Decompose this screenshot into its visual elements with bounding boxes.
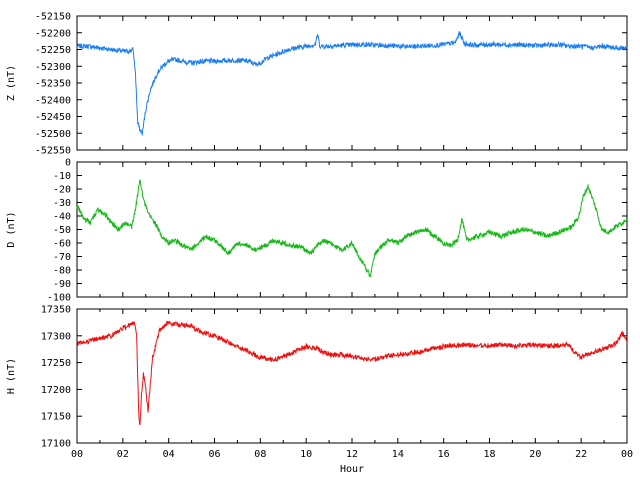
y-tick-label: 17100 bbox=[41, 439, 71, 450]
x-tick-label: 06 bbox=[208, 449, 220, 460]
x-tick-label: 14 bbox=[392, 449, 404, 460]
y-tick-label: -20 bbox=[53, 185, 71, 196]
x-tick-label: 08 bbox=[254, 449, 266, 460]
y-tick-label: -10 bbox=[53, 171, 71, 182]
x-tick-label: 10 bbox=[300, 449, 312, 460]
series-line-d bbox=[76, 179, 628, 278]
y-tick-label: -90 bbox=[53, 279, 71, 290]
y-tick-label: 17350 bbox=[41, 305, 71, 316]
x-tick-label: 18 bbox=[483, 449, 495, 460]
y-tick-label: -60 bbox=[53, 239, 71, 250]
y-tick-label: -52350 bbox=[35, 79, 71, 90]
y-tick-label: -30 bbox=[53, 198, 71, 209]
y-tick-label: -52300 bbox=[35, 62, 71, 73]
y-tick-label: -52200 bbox=[35, 28, 71, 39]
x-tick-label: 02 bbox=[117, 449, 129, 460]
panel-d: 0 -10 -20 -30 -40 -50 -60 -70 -80 -90 -100 D (nT) bbox=[6, 158, 628, 304]
x-tick-label: 00 bbox=[621, 449, 633, 460]
y-tick-label: 17150 bbox=[41, 412, 71, 423]
y-tick-label: -40 bbox=[53, 212, 71, 223]
y-tick-label: -52400 bbox=[35, 95, 71, 106]
series-line-z bbox=[76, 31, 628, 136]
series-line-h bbox=[76, 320, 628, 426]
y-tick-label: 0 bbox=[65, 158, 71, 169]
panel-z: -52150 -52200 -52250 -52300 -52350 -52400 -524… bbox=[6, 12, 628, 157]
y-tick-label: -80 bbox=[53, 266, 71, 277]
y-axis-title: D (nT) bbox=[6, 211, 17, 247]
y-tick-label: -52500 bbox=[35, 129, 71, 140]
x-tick-label: 16 bbox=[438, 449, 450, 460]
y-tick-label: -52550 bbox=[35, 146, 71, 157]
y-tick-label: 17250 bbox=[41, 358, 71, 369]
panel-z-frame bbox=[76, 15, 628, 151]
y-tick-label: 17300 bbox=[41, 331, 71, 342]
x-tick-label: 12 bbox=[346, 449, 358, 460]
x-axis-title: Hour bbox=[340, 464, 364, 475]
x-tick-label: 04 bbox=[163, 449, 175, 460]
x-tick-label: 22 bbox=[575, 449, 587, 460]
y-tick-label: -52250 bbox=[35, 45, 71, 56]
y-tick-label: -50 bbox=[53, 225, 71, 236]
y-tick-label: -100 bbox=[47, 293, 71, 304]
y-axis-title: Z (nT) bbox=[6, 65, 17, 101]
y-tick-label: 17200 bbox=[41, 385, 71, 396]
x-tick-label: 00 bbox=[71, 449, 83, 460]
y-tick-label: -52450 bbox=[35, 112, 71, 123]
panel-h: 17350 17300 17250 17200 17150 17100 H (nT) 00 02… bbox=[6, 305, 633, 476]
y-axis-title: H (nT) bbox=[6, 358, 17, 394]
y-tick-label: -52150 bbox=[35, 12, 71, 23]
y-tick-label: -70 bbox=[53, 252, 71, 263]
x-tick-label: 20 bbox=[529, 449, 541, 460]
